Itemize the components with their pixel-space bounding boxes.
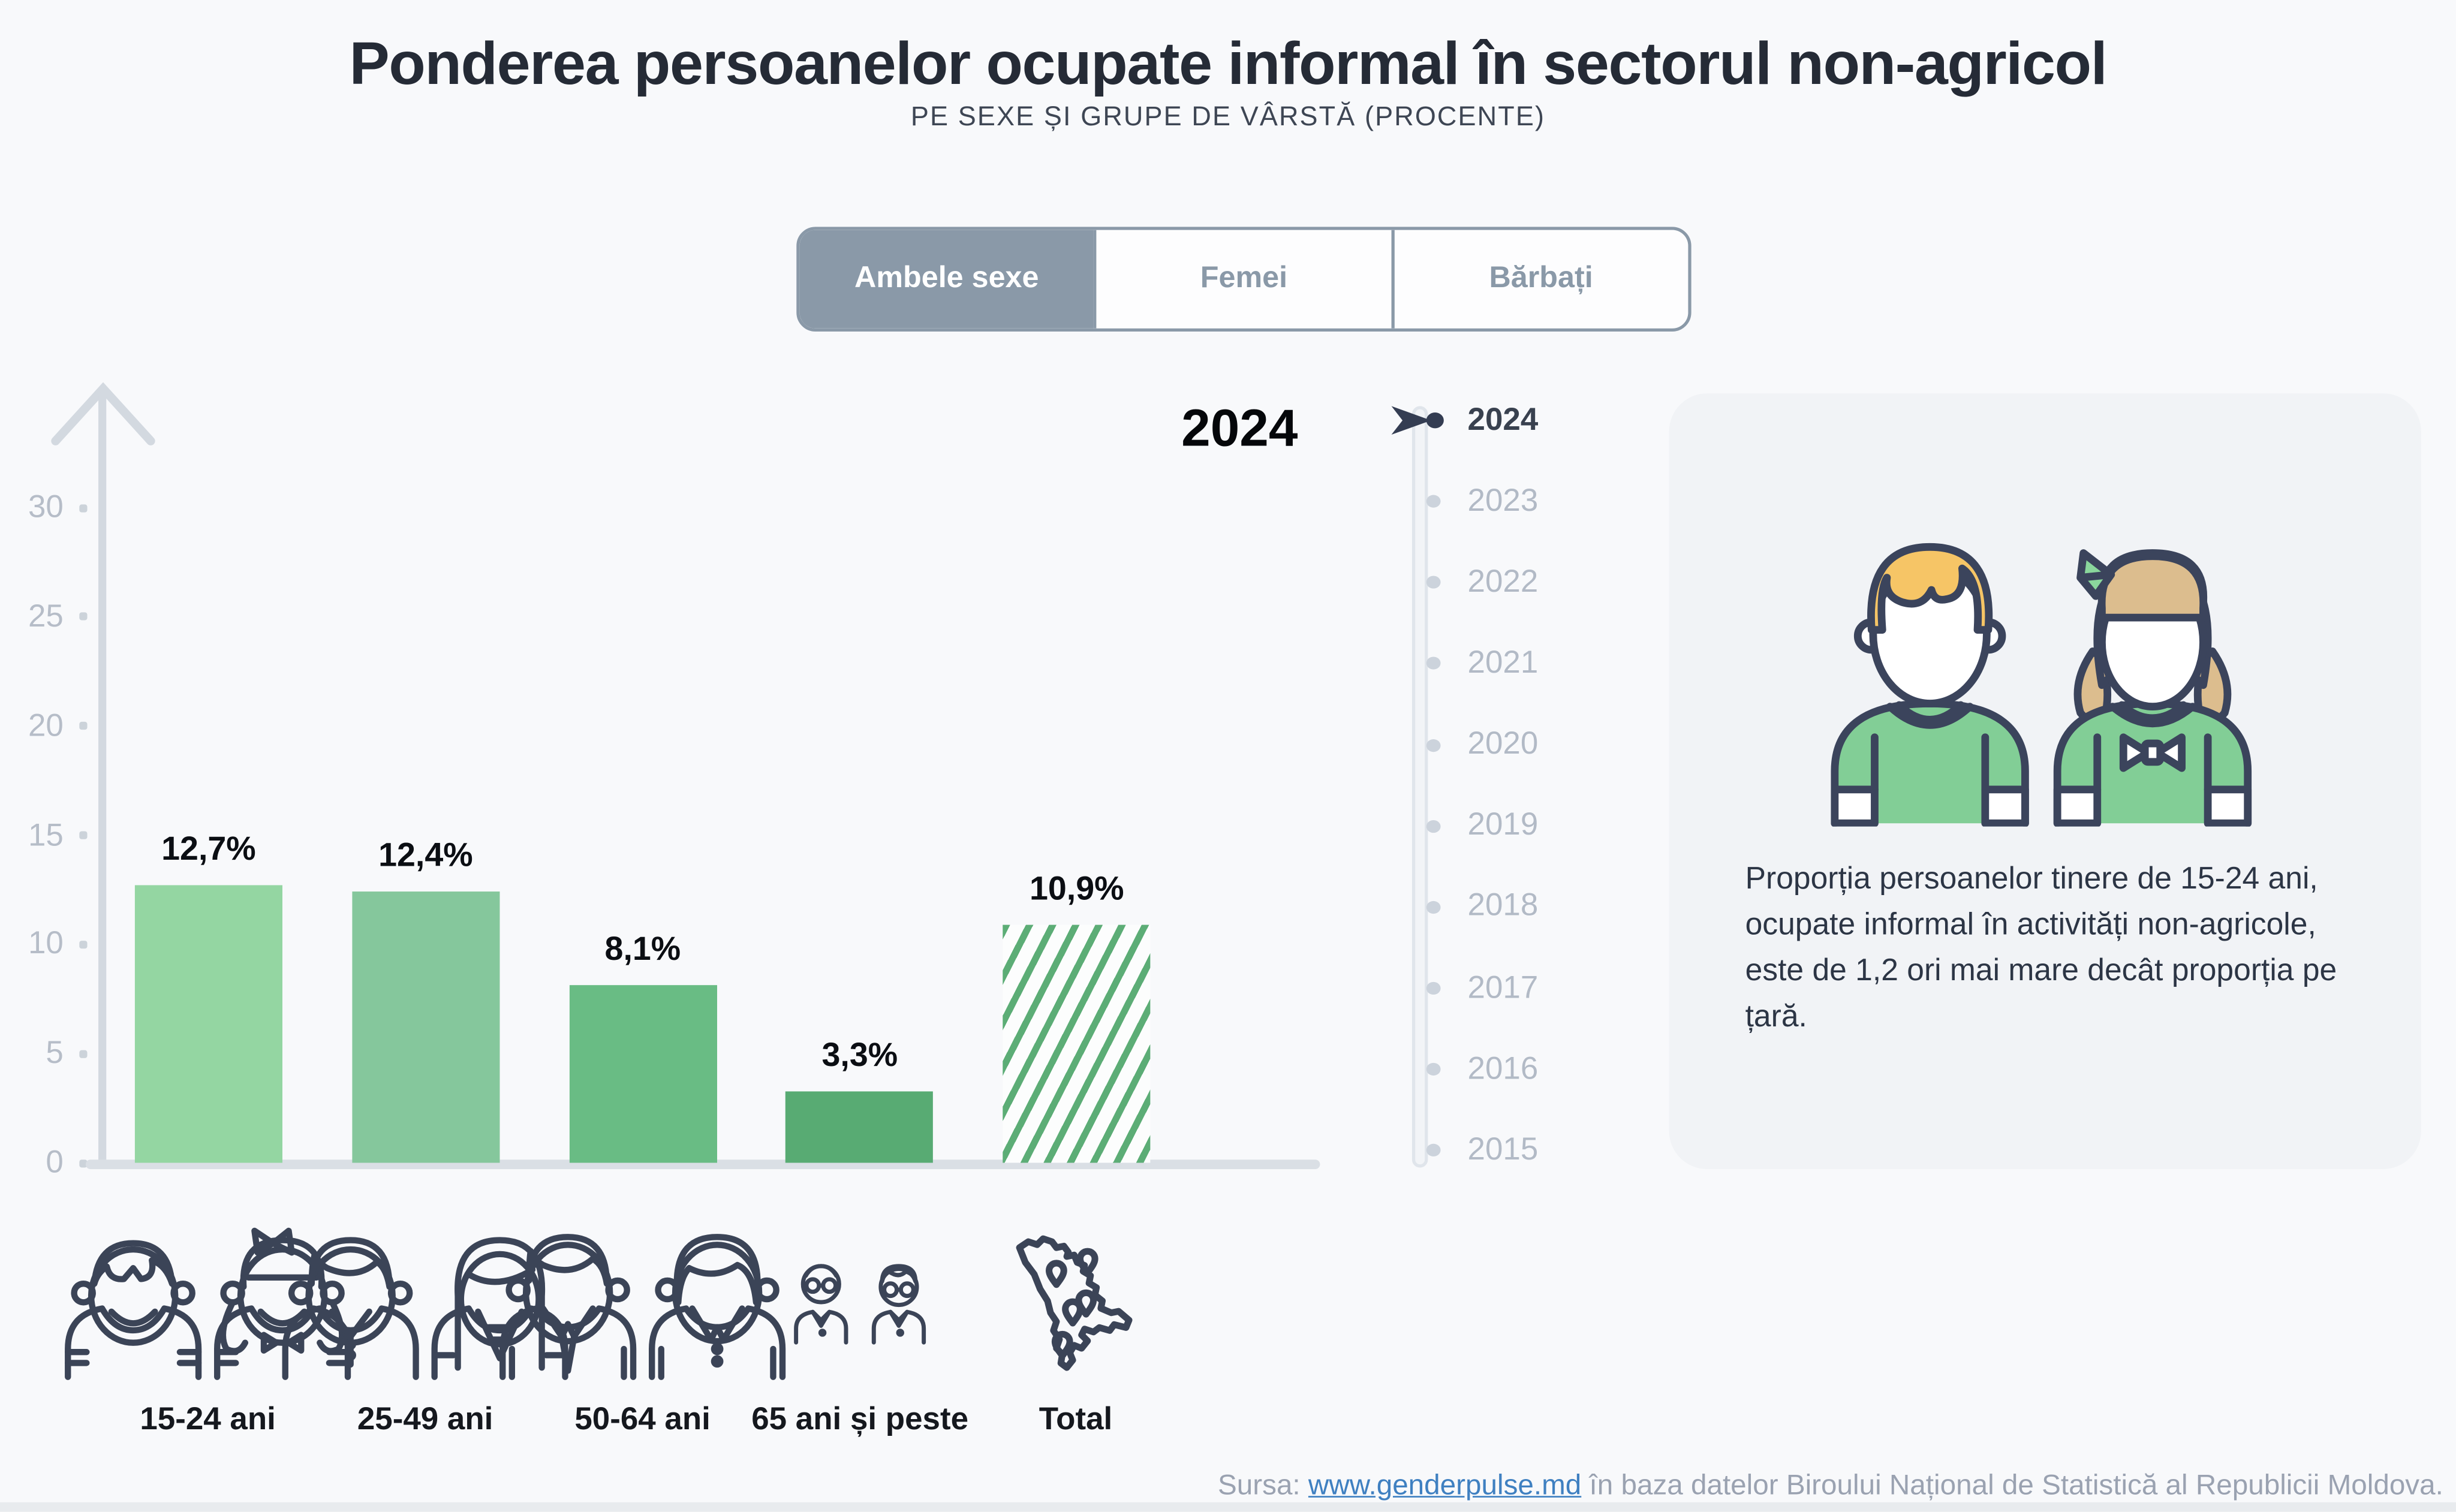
timeline-dot [1426, 900, 1441, 914]
timeline-year-label: 2021 [1467, 645, 1539, 680]
y-axis-arrow-icon [51, 382, 155, 445]
y-axis-tick-dot [79, 722, 88, 730]
age-group-label: Total [1039, 1402, 1113, 1438]
age-group-total: Total [901, 1218, 1250, 1439]
bar-50-64-ani[interactable] [568, 986, 717, 1163]
age-group-label: 65 ani și peste [751, 1402, 969, 1438]
y-axis-tick-dot [79, 1049, 88, 1058]
y-axis-tick-25: 25 [28, 599, 64, 634]
y-axis-tick-30: 30 [28, 490, 64, 525]
timeline-dot [1426, 576, 1441, 589]
bar-total[interactable] [1003, 924, 1151, 1163]
y-axis-tick-5: 5 [46, 1036, 64, 1071]
source-link[interactable]: www.genderpulse.md [1308, 1469, 1582, 1501]
y-axis [98, 391, 107, 1165]
bar-15-24-ani[interactable] [134, 885, 282, 1163]
y-axis-tick-dot [79, 831, 88, 839]
moldova-map-icon [1016, 1235, 1133, 1371]
timeline-dot [1426, 1144, 1441, 1157]
tab-ambele-sexe[interactable]: Ambele sexe [799, 230, 1094, 329]
y-axis-tick-15: 15 [28, 818, 64, 853]
timeline-year-label: 2024 [1467, 402, 1539, 437]
y-axis-tick-0: 0 [46, 1145, 64, 1180]
timeline-year-label: 2018 [1467, 888, 1539, 924]
y-axis-tick-dot [79, 504, 88, 512]
bar-value-50-64-ani: 8,1% [604, 932, 681, 969]
mature-pair-icon [499, 1234, 786, 1380]
timeline-year-label: 2017 [1467, 970, 1539, 1005]
age-group-label: 25-49 ani [357, 1402, 493, 1438]
timeline-dot [1426, 738, 1441, 752]
timeline-year-label: 2016 [1467, 1051, 1539, 1086]
bar-25-49-ani[interactable] [351, 891, 499, 1163]
timeline-dot [1426, 657, 1441, 670]
page-title: Ponderea persoanelor ocupate informal în… [349, 31, 2108, 99]
page-subtitle: PE SEXE ȘI GRUPE DE VÂRSTĂ (PROCENTE) [910, 101, 1546, 132]
timeline-year-2023[interactable]: 2023 [1426, 483, 1665, 519]
chart-year-label: 2024 [1181, 398, 1298, 457]
bar-value-65-ani-i-peste: 3,3% [821, 1037, 898, 1074]
timeline-year-2021[interactable]: 2021 [1426, 646, 1665, 681]
age-group-65-ani-si-peste: 65 ani și peste [685, 1218, 1034, 1439]
timeline-year-2019[interactable]: 2019 [1426, 808, 1665, 844]
tab-barbati[interactable]: Bărbați [1390, 230, 1688, 329]
timeline-year-label: 2022 [1467, 564, 1539, 600]
timeline-year-2017[interactable]: 2017 [1426, 970, 1665, 1005]
y-axis-tick-20: 20 [28, 708, 64, 744]
timeline-year-label: 2020 [1467, 727, 1539, 762]
timeline-cursor-icon [1391, 406, 1431, 435]
timeline-year-2022[interactable]: 2022 [1426, 564, 1665, 600]
timeline-dot [1426, 981, 1441, 995]
boy-girl-illustration [1831, 543, 2252, 827]
y-axis-tick-dot [79, 940, 88, 948]
y-axis-tick-dot [79, 1158, 88, 1167]
timeline-track[interactable] [1411, 406, 1428, 1168]
timeline-dot [1426, 495, 1441, 508]
timeline-year-2016[interactable]: 2016 [1426, 1051, 1665, 1087]
source-prefix: Sursa: [1218, 1469, 1308, 1501]
source-suffix: în baza datelor Biroului Național de Sta… [1581, 1469, 2443, 1501]
timeline-year-2020[interactable]: 2020 [1426, 727, 1665, 762]
bar-65-ani-i-peste[interactable] [785, 1091, 934, 1163]
timeline-year-label: 2023 [1467, 483, 1539, 519]
sex-filter-tabs: Ambele sexe Femei Bărbați [796, 227, 1691, 332]
timeline-dot [1426, 1063, 1441, 1076]
bottom-strip [0, 1502, 2456, 1512]
insight-text: Proporția persoanelor tinere de 15-24 an… [1745, 861, 2337, 1035]
timeline-year-2024[interactable]: 2024 [1426, 402, 1665, 438]
y-axis-tick-dot [79, 613, 88, 621]
source-line: Sursa: www.genderpulse.md în baza datelo… [1218, 1469, 2443, 1502]
age-group-50-64-ani: 50-64 ani [468, 1218, 817, 1439]
insight-panel: Proporția persoanelor tinere de 15-24 an… [1669, 393, 2421, 1170]
age-group-label: 15-24 ani [140, 1402, 276, 1438]
timeline-year-label: 2019 [1467, 808, 1539, 843]
timeline-year-2015[interactable]: 2015 [1426, 1133, 1665, 1168]
timeline-dot [1426, 412, 1444, 429]
age-group-label: 50-64 ani [574, 1402, 711, 1438]
bar-value-total: 10,9% [1030, 871, 1124, 908]
timeline-year-2018[interactable]: 2018 [1426, 888, 1665, 924]
timeline-year-label: 2015 [1467, 1132, 1539, 1168]
elderly-pair-icon [794, 1264, 926, 1345]
timeline-dot [1426, 820, 1441, 833]
tab-femei[interactable]: Femei [1093, 230, 1391, 329]
y-axis-tick-10: 10 [28, 927, 64, 962]
bar-value-15-24-ani: 12,7% [161, 831, 256, 868]
bar-value-25-49-ani: 12,4% [378, 838, 473, 875]
